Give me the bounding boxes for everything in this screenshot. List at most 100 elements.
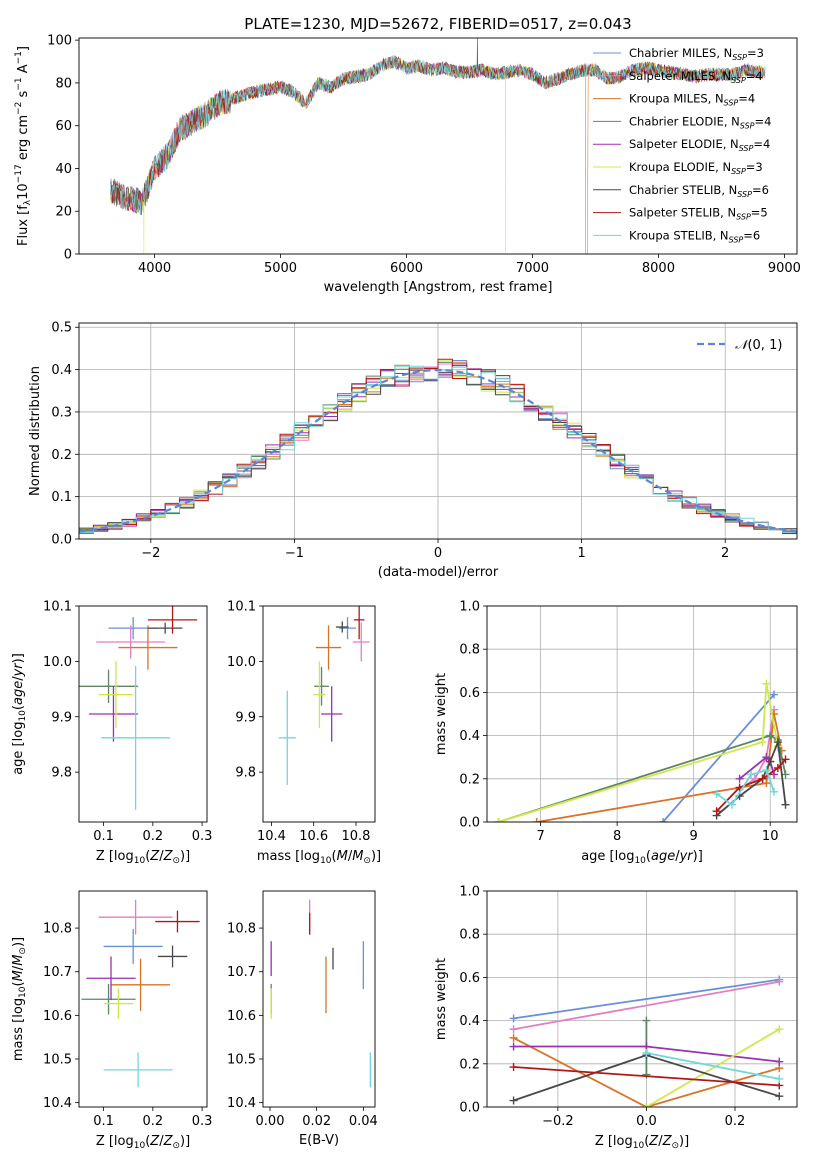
x-tick-label: 5000: [264, 261, 297, 276]
weight-series: [642, 1049, 784, 1083]
weight-lines: [509, 975, 784, 1107]
y-tick-label: 0.8: [459, 928, 480, 943]
x-axis-label: Z [log10(Z/Z⊙)]: [96, 849, 190, 866]
x-axis-label: Z [log10(Z/Z⊙)]: [96, 1134, 190, 1151]
weight-marker: [509, 1033, 518, 1042]
data-point: [147, 606, 198, 634]
weight-marker: [509, 1063, 518, 1072]
y-tick-label: 10.5: [43, 1053, 72, 1068]
y-tick-label: 10.8: [227, 922, 256, 937]
x-tick-label: 1: [577, 546, 585, 561]
weight-line: [498, 734, 787, 822]
y-tick-label: 0.6: [459, 971, 480, 986]
data-point: [155, 910, 200, 933]
data-point: [98, 661, 134, 728]
x-axis-label: (data-model)/error: [378, 565, 499, 580]
weight-marker: [642, 1070, 651, 1079]
x-tick-label: 10.8: [342, 829, 371, 844]
x-axis-label: wavelength [Angstrom, rest frame]: [324, 280, 553, 295]
x-tick-label: 7: [536, 829, 544, 844]
data-point: [88, 686, 139, 742]
data-point: [101, 665, 171, 810]
panel-age_vs_Z: 0.1 0.2 0.3 9.8 9.9 10.0 10.1 Z [log10(Z/Z⊙)] ag…: [11, 600, 212, 867]
weight-marker: [532, 818, 541, 822]
data-point: [79, 669, 139, 703]
x-tick-label: 4000: [138, 261, 171, 276]
weight-marker: [770, 787, 779, 796]
weight-marker: [509, 1096, 518, 1105]
legend-entry: Salpeter STELIB, NSSP=5: [629, 206, 768, 222]
data-point: [118, 625, 178, 670]
x-tick-label: 0.1: [93, 1114, 114, 1129]
x-tick-label: 9000: [768, 261, 801, 276]
y-tick-label: 1.0: [459, 885, 480, 900]
errorbars: [270, 899, 371, 1088]
y-tick-label: 10.6: [43, 1009, 72, 1024]
panel-weight_vs_Z: −0.2 0.0 0.2 0.0 0.2 0.4 0.6 0.8 1.0 Z [log10(Z/Z…: [434, 885, 798, 1151]
legend-entry: Kroupa MILES, NSSP=4: [629, 92, 755, 108]
y-tick-label: 0.1: [51, 490, 72, 505]
spectrum-series-line: [110, 56, 766, 213]
weight-marker: [758, 774, 767, 783]
y-tick-label: 0.2: [459, 1057, 480, 1072]
y-tick-label: 10.4: [227, 1096, 256, 1111]
x-tick-label: −1: [285, 546, 304, 561]
x-tick-label: 7000: [516, 261, 549, 276]
y-tick-label: 10.1: [227, 600, 256, 615]
weight-marker: [642, 1103, 651, 1107]
x-tick-label: 0.02: [302, 1114, 331, 1129]
spectrum-series-line: [110, 54, 766, 214]
weight-marker: [712, 807, 721, 816]
axes-frame: [78, 322, 798, 540]
y-tick-label: 40: [55, 162, 72, 177]
y-tick-label: 0.4: [459, 729, 480, 744]
y-tick-label: 0.2: [51, 448, 72, 463]
y-tick-label: 0: [64, 248, 72, 263]
weight-marker: [747, 770, 756, 779]
spectrum-series-line: [110, 56, 766, 254]
panel-spectrum: 4000 5000 6000 7000 8000 9000 0 20 40 60 80 100 PLAT…: [14, 15, 801, 295]
weight-line: [662, 694, 775, 822]
weight-line: [498, 683, 779, 822]
y-tick-label: 10.0: [227, 655, 256, 670]
y-tick-label: 0.0: [459, 1101, 480, 1116]
weight-series: [532, 710, 786, 822]
x-tick-label: 0.2: [143, 829, 164, 844]
axes-frame: [78, 890, 208, 1108]
figure-title: PLATE=1230, MJD=52672, FIBERID=0517, z=0…: [244, 15, 631, 33]
legend-entry: Chabrier STELIB, NSSP=6: [629, 183, 769, 199]
y-axis-label: Normed distribution: [28, 366, 43, 496]
weight-marker: [762, 779, 771, 788]
data-point: [335, 621, 349, 633]
weight-marker: [775, 977, 784, 986]
spectrum-series-line: [110, 55, 766, 254]
x-axis-label: E(B-V): [299, 1133, 339, 1148]
x-tick-label: −0.2: [542, 1114, 574, 1129]
legend-entry: Salpeter MILES, NSSP=4: [629, 69, 763, 85]
data-point: [103, 1052, 173, 1088]
data-point: [98, 899, 173, 935]
x-tick-label: 2: [721, 546, 729, 561]
errorbars: [79, 606, 198, 810]
x-tick-label: 0.1: [93, 829, 114, 844]
data-point: [147, 622, 183, 634]
weight-marker: [781, 770, 790, 779]
histogram-series: [79, 358, 797, 534]
data-point: [321, 686, 343, 742]
data-point: [103, 928, 163, 964]
weight-line: [536, 713, 783, 822]
data-point: [81, 983, 136, 1015]
y-axis-label: mass weight: [434, 958, 449, 1040]
weight-line: [513, 980, 780, 1031]
x-axis-label: mass [log10(M/M⊙)]: [257, 849, 381, 866]
weight-marker: [766, 757, 775, 766]
weight-marker: [762, 753, 771, 762]
x-tick-label: 10.6: [299, 829, 328, 844]
y-tick-label: 9.8: [51, 766, 72, 781]
legend-entry: Kroupa ELODIE, NSSP=3: [629, 160, 763, 176]
weight-marker: [766, 731, 775, 740]
y-tick-label: 10.6: [227, 1009, 256, 1024]
weight-marker: [509, 1025, 518, 1034]
axes-frame: [78, 605, 208, 823]
weight-marker: [509, 1042, 518, 1051]
